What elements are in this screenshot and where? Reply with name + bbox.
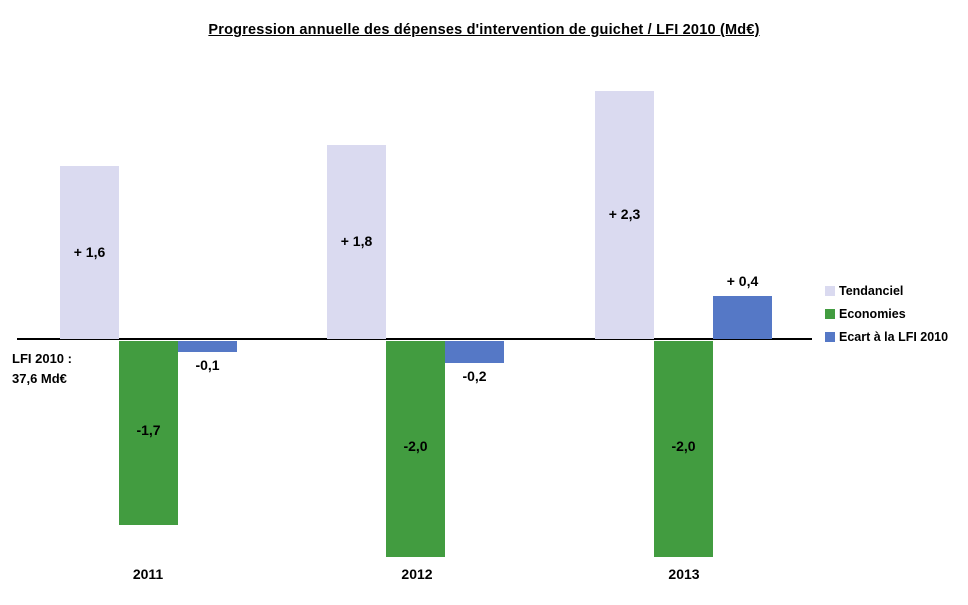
- chart-title: Progression annuelle des dépenses d'inte…: [208, 22, 760, 38]
- legend-label-tendanciel: Tendanciel: [839, 283, 904, 298]
- x-axis-line: [17, 338, 812, 340]
- bar-economies-2011: [119, 341, 178, 525]
- bar-value-label-tendanciel-2011: + 1,6: [73, 243, 106, 260]
- bar-ecart-la-lfi-2010-2012: [445, 341, 504, 363]
- bar-ecart-la-lfi-2010-2013: [713, 296, 772, 339]
- bar-value-label-economies-2013: -2,0: [671, 438, 696, 454]
- bar-economies-2012: [386, 341, 445, 557]
- bar-value-label-ecart-la-lfi-2010-2012: -0,2: [462, 368, 487, 384]
- bar-value-label-ecart-la-lfi-2010-2013: + 0,4: [726, 273, 759, 289]
- legend-swatch-economies-icon: [825, 308, 835, 319]
- legend-label-ecart: Ecart à la LFI 2010: [839, 329, 949, 344]
- x-tick-2011: 2011: [132, 566, 164, 582]
- annotation-line1: LFI 2010 :: [12, 351, 72, 366]
- x-tick-2013: 2013: [668, 566, 700, 582]
- baseline-annotation: LFI 2010 : 37,6 Md€: [12, 349, 72, 389]
- legend: Tendanciel Economies Ecart à la LFI 2010: [825, 284, 948, 353]
- legend-swatch-tendanciel-icon: [825, 285, 835, 296]
- bar-value-label-economies-2012: -2,0: [403, 438, 428, 454]
- bar-value-label-economies-2011: -1,7: [136, 422, 161, 438]
- x-tick-2012: 2012: [401, 566, 433, 582]
- bar-ecart-la-lfi-2010-2011: [178, 341, 237, 352]
- bar-tendanciel-2011: [60, 166, 119, 339]
- legend-swatch-ecart-icon: [825, 331, 835, 342]
- bar-tendanciel-2013: [595, 91, 654, 339]
- bar-value-label-ecart-la-lfi-2010-2011: -0,1: [195, 357, 220, 373]
- bar-value-label-tendanciel-2012: + 1,8: [340, 233, 373, 249]
- bar-value-label-tendanciel-2013: + 2,3: [608, 206, 641, 222]
- legend-label-economies: Economies: [839, 306, 906, 321]
- legend-item-tendanciel: Tendanciel: [825, 283, 948, 298]
- legend-item-ecart: Ecart à la LFI 2010: [825, 329, 949, 344]
- bar-economies-2013: [654, 341, 713, 557]
- bar-tendanciel-2012: [327, 145, 386, 339]
- legend-item-economies: Economies: [825, 306, 948, 321]
- annotation-line2: 37,6 Md€: [12, 371, 67, 386]
